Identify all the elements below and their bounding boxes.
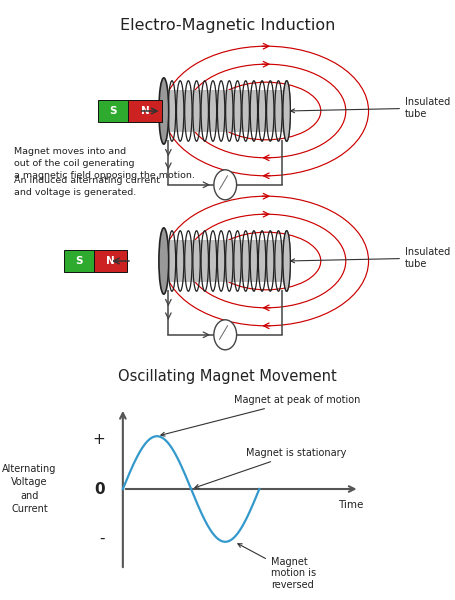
Text: Alternating
Voltage
and
Current: Alternating Voltage and Current	[2, 464, 57, 514]
Text: 0: 0	[94, 481, 105, 497]
Bar	[94, 250, 127, 272]
Text: Time: Time	[338, 500, 363, 510]
Text: An induced alternating current
and voltage is generated.: An induced alternating current and volta…	[14, 176, 160, 197]
Ellipse shape	[283, 81, 290, 141]
Text: Oscillating Magnet Movement: Oscillating Magnet Movement	[118, 369, 337, 384]
Bar	[98, 100, 128, 122]
Text: S: S	[75, 256, 83, 266]
Text: Insulated
tube: Insulated tube	[291, 97, 450, 119]
Ellipse shape	[159, 228, 169, 294]
Text: Electro-Magnetic Induction: Electro-Magnetic Induction	[120, 18, 335, 33]
Bar	[128, 100, 162, 122]
Text: Magnet moves into and
out of the coil generating
a magnetic field opposing the m: Magnet moves into and out of the coil ge…	[14, 147, 195, 179]
Text: N: N	[106, 256, 115, 266]
Bar	[64, 250, 94, 272]
Text: Magnet
motion is
reversed: Magnet motion is reversed	[238, 544, 316, 590]
Text: Magnet at peak of motion: Magnet at peak of motion	[161, 395, 361, 436]
Text: -: -	[99, 531, 105, 546]
Text: N: N	[141, 106, 149, 116]
Text: +: +	[92, 432, 105, 447]
Circle shape	[214, 170, 237, 200]
Bar	[164, 90, 287, 132]
Bar	[164, 240, 287, 282]
Text: Magnet is stationary: Magnet is stationary	[195, 448, 346, 488]
Ellipse shape	[283, 231, 290, 291]
Circle shape	[214, 320, 237, 350]
Ellipse shape	[159, 78, 169, 144]
Text: Insulated
tube: Insulated tube	[291, 247, 450, 269]
Text: S: S	[109, 106, 117, 116]
